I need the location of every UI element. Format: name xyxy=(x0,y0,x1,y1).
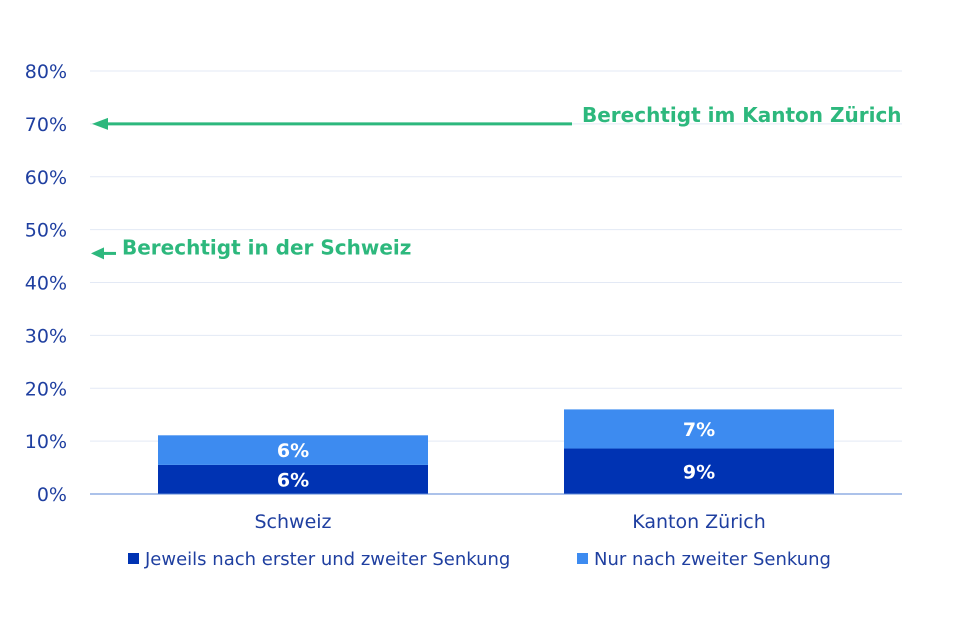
y-tick-label: 0% xyxy=(37,484,67,506)
y-tick-label: 70% xyxy=(25,114,67,136)
annotations: Berechtigt im Kanton Zürich Berechtigt in… xyxy=(91,103,902,260)
y-tick-label: 10% xyxy=(25,431,67,453)
x-category-label: Schweiz xyxy=(254,511,331,533)
annotation-arrow-head xyxy=(92,117,108,130)
annotation-arrow-head xyxy=(91,247,104,260)
bars xyxy=(158,409,834,494)
bar-segment xyxy=(564,448,834,494)
legend-label: Nur nach zweiter Senkung xyxy=(594,549,831,570)
y-axis: 0% 10% 20% 30% 40% 50% 60% 70% 80% xyxy=(25,61,67,506)
legend-swatch xyxy=(128,553,139,564)
bar-value-label: 6% xyxy=(277,469,309,491)
legend-swatch xyxy=(577,553,588,564)
x-category-label: Kanton Zürich xyxy=(632,511,766,533)
y-tick-label: 60% xyxy=(25,167,67,189)
legend-label: Jeweils nach erster und zweiter Senkung xyxy=(144,549,510,570)
y-tick-label: 30% xyxy=(25,325,67,347)
bar-segment xyxy=(158,464,428,494)
annotation-label: Berechtigt in der Schweiz xyxy=(122,235,411,259)
legend: Jeweils nach erster und zweiter Senkung N… xyxy=(128,549,831,570)
bar-value-label: 9% xyxy=(683,461,715,483)
bar-value-label: 6% xyxy=(277,440,309,462)
x-axis: Schweiz Kanton Zürich xyxy=(254,511,765,533)
y-tick-label: 80% xyxy=(25,61,67,83)
y-tick-label: 20% xyxy=(25,378,67,400)
bar-labels: 6% 6% 9% 7% xyxy=(277,419,715,491)
y-tick-label: 50% xyxy=(25,220,67,242)
annotation-label: Berechtigt im Kanton Zürich xyxy=(582,103,902,127)
bar-segment xyxy=(158,435,428,465)
y-tick-label: 40% xyxy=(25,273,67,295)
bar-value-label: 7% xyxy=(683,419,715,441)
bar-segment xyxy=(564,409,834,449)
